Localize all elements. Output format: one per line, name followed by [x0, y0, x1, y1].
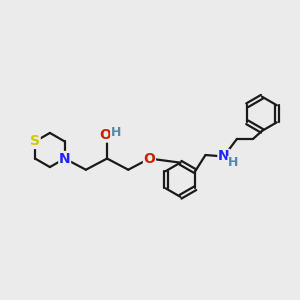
Text: O: O	[143, 152, 155, 166]
Text: N: N	[218, 149, 230, 164]
Text: O: O	[100, 128, 112, 142]
Text: S: S	[30, 134, 40, 148]
Text: N: N	[59, 152, 70, 166]
Text: H: H	[228, 157, 238, 169]
Text: H: H	[111, 126, 121, 140]
